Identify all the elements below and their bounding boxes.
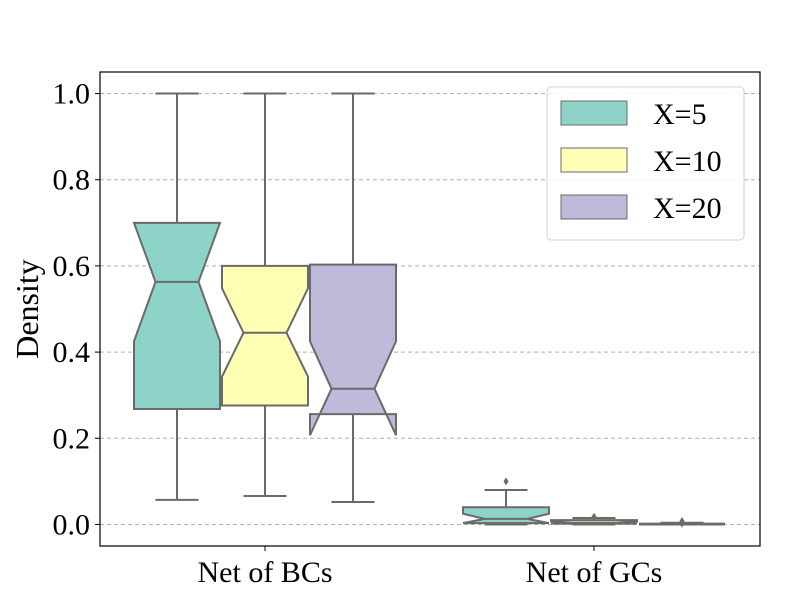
box-body <box>221 264 309 407</box>
x-tick-label: Net of BCs <box>198 556 333 589</box>
grid-lines <box>100 93 760 525</box>
legend-label: X=20 <box>653 192 722 225</box>
box-X=20-Net of BCs <box>309 92 397 504</box>
box-body <box>132 221 222 410</box>
y-axis-ticks: 0.0 0.2 0.4 0.6 0.8 1.0 <box>53 78 100 541</box>
box-X=20-Net of GCs <box>638 517 726 528</box>
box-X=5-Net of BCs <box>132 92 222 501</box>
y-tick-label: 0.8 <box>53 164 91 197</box>
box-body <box>309 263 397 436</box>
y-tick-label: 1.0 <box>53 78 91 111</box>
y-tick-label: 0.6 <box>53 250 91 283</box>
x-axis-ticks: Net of BCs Net of GCs <box>198 546 663 589</box>
box-X=5-Net of GCs <box>462 477 550 526</box>
box-body <box>462 506 550 525</box>
legend: X=5 X=10 X=20 <box>546 86 745 241</box>
legend-swatch <box>560 194 628 220</box>
box-X=10-Net of GCs <box>550 512 638 526</box>
x-tick-label: Net of GCs <box>526 556 663 589</box>
outlier-point <box>679 519 685 528</box>
legend-label: X=10 <box>653 145 722 178</box>
y-tick-label: 0.0 <box>53 508 91 541</box>
box-X=10-Net of BCs <box>221 92 309 498</box>
y-tick-label: 0.4 <box>53 336 91 369</box>
plot-area-frame <box>99 71 761 547</box>
outlier-point <box>503 477 509 486</box>
legend-swatch <box>560 100 628 126</box>
outlier-point <box>591 512 597 521</box>
boxplots <box>132 92 726 528</box>
legend-label: X=5 <box>653 98 707 131</box>
y-tick-label: 0.2 <box>53 422 91 455</box>
legend-swatch <box>560 147 628 173</box>
y-axis-label: Density <box>9 259 45 359</box>
